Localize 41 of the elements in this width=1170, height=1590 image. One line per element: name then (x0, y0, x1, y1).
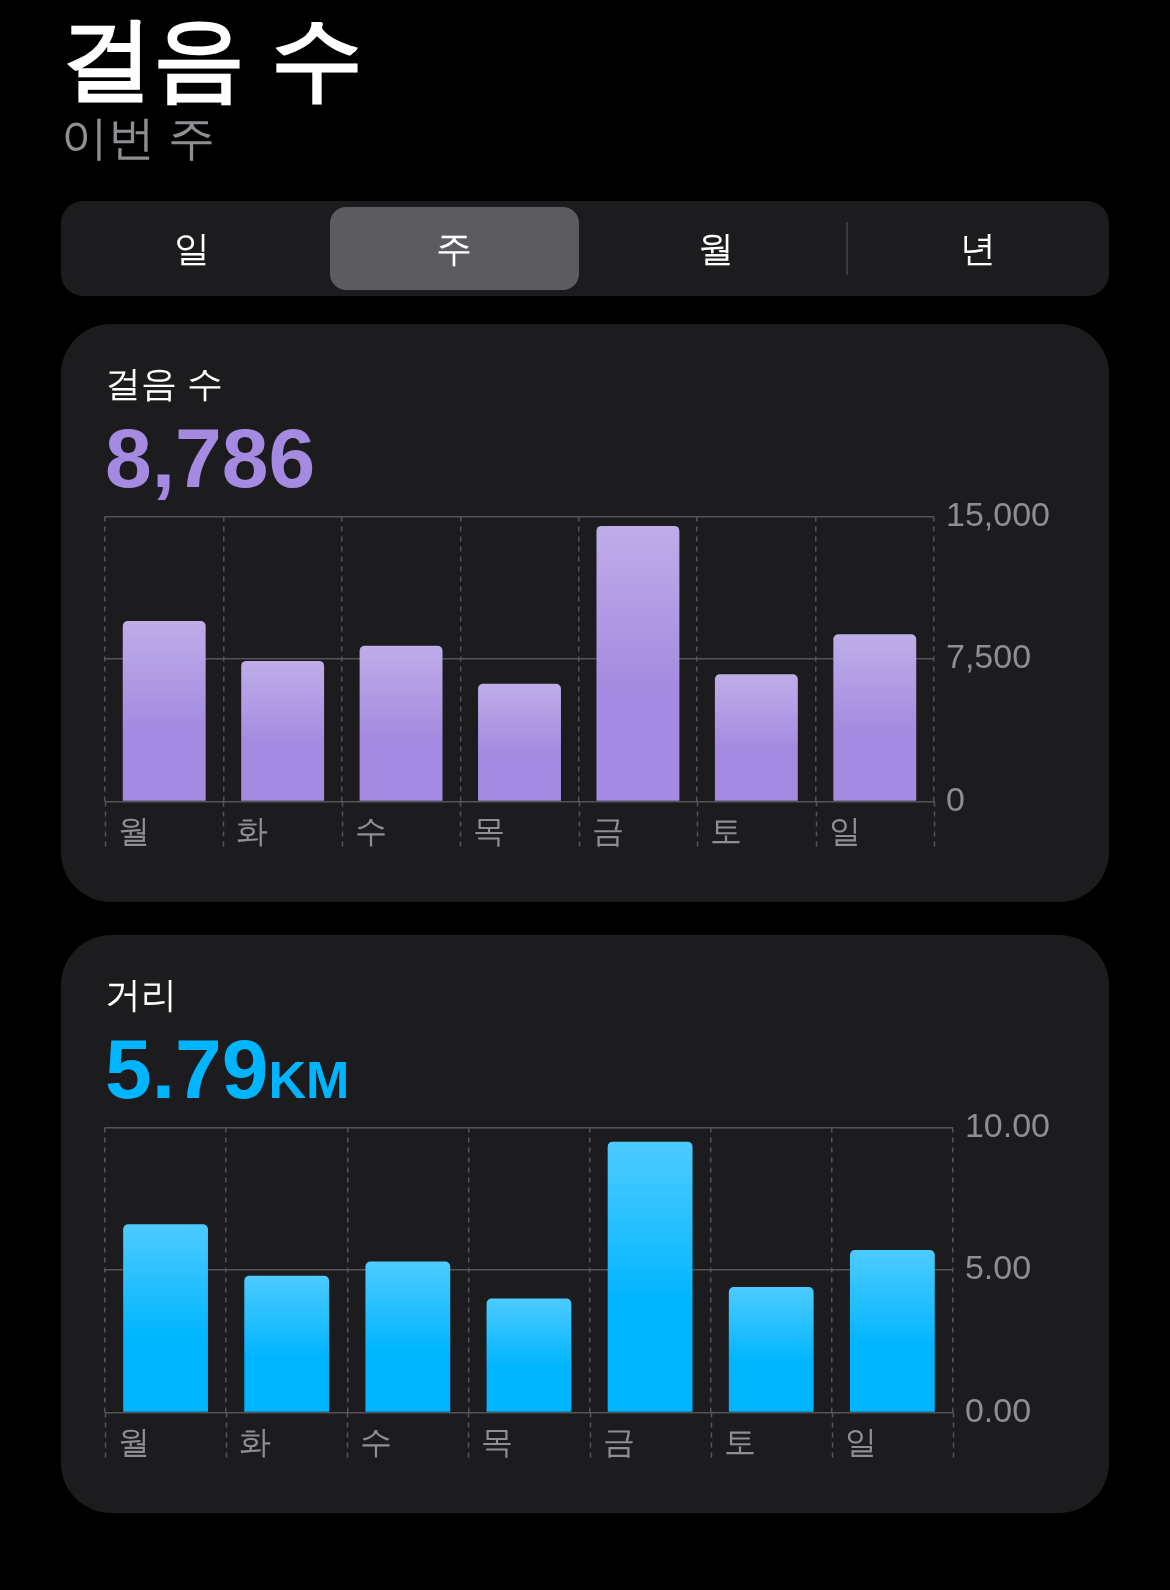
x-tick-label: 화 (239, 1423, 272, 1460)
bar (714, 674, 798, 801)
bar (241, 660, 325, 801)
bar (359, 645, 443, 801)
chart-subtitle: 8,786 (105, 411, 316, 505)
bar (728, 1287, 814, 1412)
y-tick-label: 10.00 (964, 1105, 1051, 1144)
x-tick-label: 일 (828, 812, 861, 849)
y-tick-label: 0.00 (964, 1390, 1032, 1429)
chart-subtitle: 5.79KM (105, 1022, 350, 1118)
y-tick-label: 5.00 (964, 1248, 1032, 1287)
bar (478, 683, 561, 801)
text: 걸음 수 (61, 7, 363, 109)
x-tick-label: 토 (723, 1423, 756, 1460)
y-tick-label: 0 (946, 779, 965, 818)
x-tick-label: 월 (118, 1423, 150, 1460)
segmented-control: 일 주 월 년 (61, 201, 1109, 296)
bar (123, 1224, 208, 1412)
x-tick-label: 수 (354, 812, 387, 849)
y-tick-label: 15,000 (946, 494, 1051, 533)
x-tick-label: 화 (236, 812, 269, 849)
x-tick-label: 금 (602, 1423, 635, 1460)
bar (365, 1261, 451, 1412)
x-tick-label: 월 (118, 812, 150, 849)
text: 이번 주 (61, 111, 216, 165)
x-tick-label: 목 (473, 812, 506, 849)
bar (596, 525, 680, 801)
bar (833, 634, 917, 801)
bar (244, 1275, 330, 1412)
x-tick-label: 금 (591, 812, 624, 849)
x-tick-label: 목 (481, 1423, 514, 1460)
bar (122, 620, 206, 801)
chart-title: 걸음 수 (105, 363, 224, 404)
x-tick-label: 토 (710, 812, 743, 849)
x-tick-label: 일 (844, 1423, 877, 1460)
chart-title: 거리 (105, 974, 177, 1015)
bar (607, 1141, 693, 1412)
bar (486, 1298, 572, 1412)
bar (849, 1250, 935, 1412)
y-tick-label: 7,500 (946, 637, 1032, 676)
x-tick-label: 수 (360, 1423, 393, 1460)
